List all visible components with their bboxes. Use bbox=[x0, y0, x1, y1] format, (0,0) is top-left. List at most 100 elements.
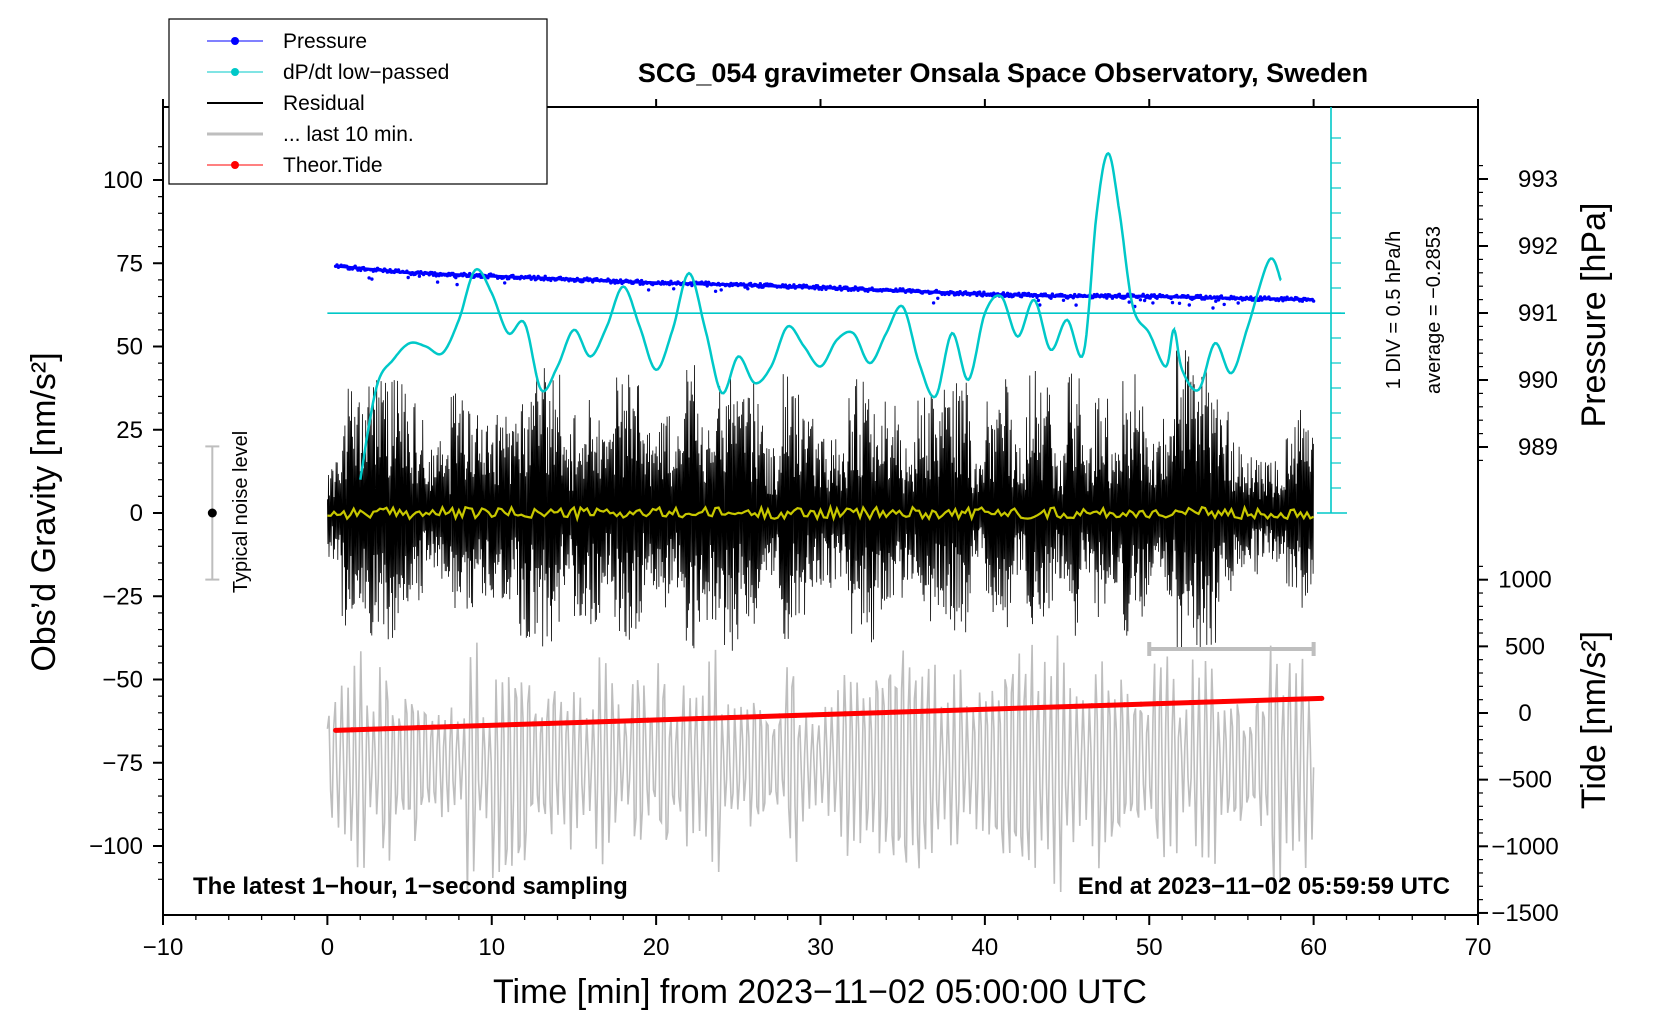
legend-label: Pressure bbox=[283, 30, 367, 53]
pressure-point bbox=[607, 278, 612, 282]
tide-point bbox=[497, 722, 503, 728]
pressure-point bbox=[758, 282, 762, 286]
tide-point bbox=[1237, 698, 1243, 704]
pressure-point bbox=[1209, 296, 1214, 300]
pressure-point bbox=[1126, 292, 1130, 296]
pressure-point bbox=[1311, 299, 1316, 303]
noise-level-label: Typical noise level bbox=[230, 431, 252, 593]
pressure-point bbox=[813, 287, 817, 291]
pressure-point bbox=[934, 288, 939, 293]
pressure-point bbox=[591, 280, 595, 284]
tide-point bbox=[842, 711, 848, 717]
pressure-point bbox=[1060, 293, 1064, 297]
pressure-point bbox=[786, 286, 790, 290]
tide-point bbox=[333, 727, 339, 733]
tide-point bbox=[826, 711, 832, 717]
pressure-point bbox=[477, 272, 482, 277]
pressure-point bbox=[368, 268, 373, 272]
tide-point bbox=[415, 725, 421, 731]
pressure-point bbox=[433, 271, 437, 275]
pressure-point bbox=[417, 274, 422, 278]
pressure-point bbox=[646, 288, 651, 292]
pressure-point bbox=[374, 269, 378, 273]
pressure-point bbox=[744, 284, 749, 288]
tide-tick-label: −500 bbox=[1498, 767, 1552, 794]
pressure-point bbox=[741, 282, 746, 286]
pressure-point bbox=[345, 264, 349, 268]
legend-label: Theor.Tide bbox=[283, 154, 383, 177]
residual-smoothed-line bbox=[327, 503, 1315, 523]
pressure-point bbox=[1235, 296, 1239, 300]
pressure-point bbox=[1137, 294, 1141, 298]
tide-point bbox=[974, 707, 980, 713]
pressure-point bbox=[466, 274, 470, 278]
pressure-point bbox=[1036, 298, 1041, 303]
pressure-point bbox=[1249, 295, 1253, 299]
pressure-point bbox=[667, 282, 672, 287]
pressure-point bbox=[815, 284, 820, 288]
residual-line bbox=[327, 350, 1314, 651]
pressure-point bbox=[1038, 303, 1042, 307]
legend-label: Residual bbox=[283, 92, 365, 115]
tide-point bbox=[382, 726, 388, 732]
pressure-point bbox=[1177, 301, 1182, 305]
tide-point bbox=[530, 721, 536, 727]
pressure-point bbox=[468, 271, 472, 276]
y-left-tick-label: 100 bbox=[103, 167, 143, 194]
tide-tick-label: 500 bbox=[1505, 633, 1545, 660]
series-pressure bbox=[333, 263, 1316, 310]
tide-point bbox=[448, 724, 454, 730]
pressure-point bbox=[757, 285, 761, 289]
pressure-point bbox=[503, 281, 507, 285]
pressure-point bbox=[613, 281, 617, 285]
legend: Pressure dP/dt low−passed Residual ... last… bbox=[168, 18, 548, 185]
pressure-point bbox=[748, 281, 753, 286]
pressure-point bbox=[1073, 292, 1077, 297]
tide-point bbox=[1023, 705, 1029, 711]
tide-point bbox=[1138, 701, 1144, 707]
tide-point bbox=[398, 725, 404, 731]
pressure-point bbox=[405, 269, 409, 273]
pressure-point bbox=[1198, 293, 1203, 298]
pressure-point bbox=[1103, 293, 1108, 297]
pressure-point bbox=[581, 279, 585, 284]
pressure-point bbox=[1258, 295, 1263, 299]
tide-tick-label: −1500 bbox=[1491, 900, 1558, 927]
pressure-tick-label: 990 bbox=[1518, 367, 1558, 394]
series-residual-smoothed bbox=[327, 503, 1315, 523]
pressure-point bbox=[1152, 293, 1157, 297]
tide-point bbox=[1187, 700, 1193, 706]
pressure-point bbox=[370, 277, 374, 281]
x-tick-label: −10 bbox=[143, 934, 184, 961]
pressure-point bbox=[1091, 295, 1095, 300]
pressure-point bbox=[451, 271, 455, 276]
pressure-point bbox=[719, 288, 723, 292]
tide-point bbox=[612, 718, 618, 724]
pressure-point bbox=[1284, 298, 1288, 302]
pressure-point bbox=[936, 296, 940, 300]
pressure-point bbox=[501, 276, 505, 280]
pressure-point bbox=[783, 283, 788, 287]
pressure-point bbox=[1211, 306, 1215, 310]
pressure-point bbox=[435, 280, 440, 284]
tide-point bbox=[563, 720, 569, 726]
pressure-point bbox=[1281, 299, 1285, 303]
pressure-point bbox=[1202, 297, 1207, 301]
tide-point bbox=[859, 710, 865, 716]
tide-point bbox=[1253, 697, 1259, 703]
pressure-point bbox=[511, 273, 515, 278]
pressure-point bbox=[1005, 291, 1010, 295]
pressure-point bbox=[704, 280, 708, 284]
tide-point bbox=[1056, 704, 1062, 710]
pressure-point bbox=[1279, 296, 1284, 300]
pressure-point bbox=[434, 274, 438, 278]
y-left-tick-label: −100 bbox=[89, 833, 143, 860]
chart-title: SCG_054 gravimeter Onsala Space Observat… bbox=[638, 58, 1368, 88]
pressure-point bbox=[639, 278, 644, 283]
dpdt-scale-bar bbox=[327, 107, 1347, 514]
x-tick-label: 30 bbox=[807, 934, 834, 961]
pressure-point bbox=[975, 293, 979, 298]
tide-point bbox=[1302, 696, 1308, 702]
tide-point bbox=[809, 712, 815, 718]
y-left-tick-label: 0 bbox=[130, 500, 143, 527]
